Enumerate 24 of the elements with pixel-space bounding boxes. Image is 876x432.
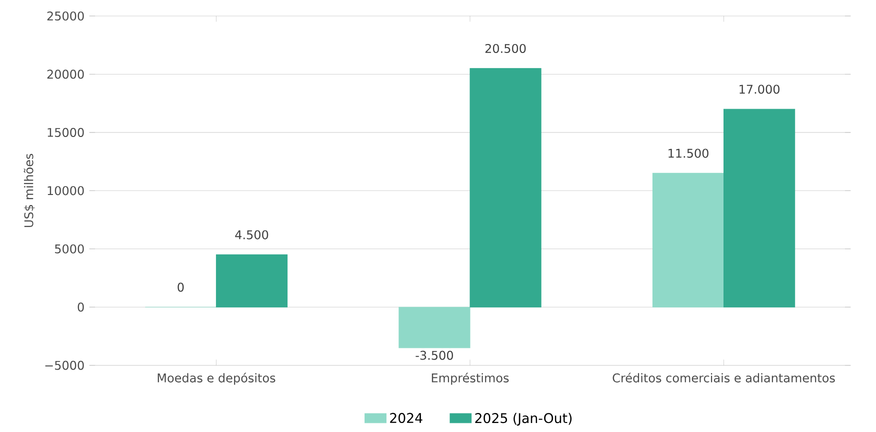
- legend-label: 2024: [390, 412, 422, 424]
- data-label: 4.500: [235, 230, 268, 240]
- data-label: -3.500: [416, 350, 454, 360]
- bar: [216, 254, 288, 308]
- bar: [652, 172, 724, 308]
- y-tick-label: −5000: [45, 360, 84, 370]
- y-tick-label: 10000: [48, 186, 84, 196]
- x-tick-label: Empréstimos: [432, 372, 509, 385]
- bar: [470, 68, 542, 308]
- y-axis-title: US$ milhões: [24, 154, 35, 228]
- x-tick-label: Moedas e depósitos: [158, 372, 276, 385]
- bar: [398, 306, 470, 348]
- data-label: 11.500: [668, 148, 708, 158]
- y-tick-label: 5000: [55, 244, 84, 254]
- y-tick-label: 0: [78, 302, 84, 312]
- data-label: 20.500: [485, 44, 526, 54]
- legend-label: 2025 (Jan-Out): [475, 412, 572, 426]
- data-label: 17.000: [740, 84, 780, 94]
- y-tick-label: 15000: [48, 128, 84, 137]
- data-label: 0: [178, 282, 184, 292]
- y-tick-label: 25000: [47, 11, 84, 21]
- x-tick-label: Créditos comerciais e adiantamentos: [612, 372, 835, 382]
- bar: [724, 108, 796, 308]
- y-tick-label: 20000: [47, 70, 84, 79]
